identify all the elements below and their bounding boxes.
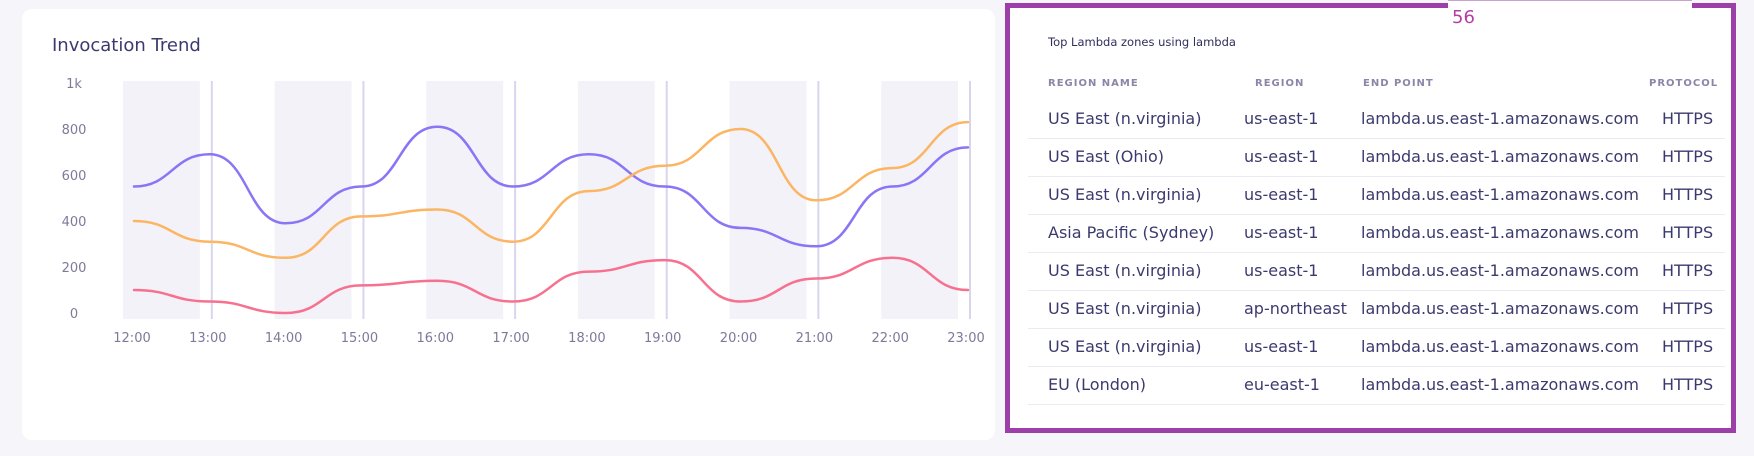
x-tick-label: 13:00 (189, 331, 226, 346)
cell-region: ap-northeast (1244, 299, 1347, 318)
cell-protocol: HTTPS (1662, 261, 1714, 280)
y-tick-label: 200 (62, 261, 87, 276)
lambda-zones-title: Top Lambda zones using lambda (1048, 35, 1236, 49)
y-tick-label: 400 (62, 215, 87, 230)
y-tick-label: 1k (66, 77, 82, 92)
table-row[interactable]: US East (n.virginia) us-east-1 lambda.us… (1028, 101, 1725, 139)
x-tick-label: 17:00 (492, 331, 529, 346)
table-row[interactable]: Asia Pacific (Sydney) us-east-1 lambda.u… (1028, 215, 1725, 253)
cell-end-point: lambda.us.east-1.amazonaws.com (1361, 147, 1639, 166)
x-tick-label: 18:00 (568, 331, 605, 346)
cell-end-point: lambda.us.east-1.amazonaws.com (1361, 299, 1639, 318)
zones-table-header: REGION NAME REGION END POINT PROTOCOL (1010, 78, 1731, 94)
cell-end-point: lambda.us.east-1.amazonaws.com (1361, 109, 1639, 128)
header-region: REGION (1255, 78, 1305, 89)
y-tick-label: 600 (62, 169, 87, 184)
header-protocol: PROTOCOL (1649, 78, 1719, 89)
cell-end-point: lambda.us.east-1.amazonaws.com (1361, 185, 1639, 204)
invocation-trend-card: Invocation Trend 0 200 400 600 800 1k 12:00 13… (22, 9, 995, 440)
cell-region: eu-east-1 (1244, 375, 1320, 394)
cell-end-point: lambda.us.east-1.amazonaws.com (1361, 261, 1639, 280)
series-line-1 (132, 125, 970, 248)
cell-region-name: EU (London) (1048, 375, 1147, 394)
cell-protocol: HTTPS (1662, 375, 1714, 394)
x-tick-label: 21:00 (796, 331, 833, 346)
table-row[interactable]: US East (n.virginia) us-east-1 lambda.us… (1028, 177, 1725, 215)
series-line-3 (132, 256, 970, 315)
count-badge: 56 (1448, 0, 1692, 30)
x-tick-label: 23:00 (947, 331, 984, 346)
chart-band (881, 81, 958, 319)
y-tick-label: 0 (70, 307, 78, 322)
cell-region-name: US East (n.virginia) (1048, 337, 1202, 356)
x-tick-label: 12:00 (113, 331, 150, 346)
table-row[interactable]: US East (n.virginia) ap-northeast lambda… (1028, 291, 1725, 329)
cell-protocol: HTTPS (1662, 185, 1714, 204)
x-tick-label: 15:00 (341, 331, 378, 346)
cell-end-point: lambda.us.east-1.amazonaws.com (1361, 337, 1639, 356)
x-tick-label: 16:00 (417, 331, 454, 346)
cell-end-point: lambda.us.east-1.amazonaws.com (1361, 223, 1639, 242)
table-row[interactable]: US East (Ohio) us-east-1 lambda.us.east-… (1028, 139, 1725, 177)
cell-region: us-east-1 (1244, 185, 1319, 204)
chart-band (729, 81, 807, 319)
invocation-trend-chart: 0 200 400 600 800 1k 12:00 13:00 14:00 15:00 16:0… (62, 77, 985, 346)
cell-end-point: lambda.us.east-1.amazonaws.com (1361, 375, 1639, 394)
chart-band (123, 81, 200, 319)
cell-protocol: HTTPS (1662, 109, 1714, 128)
chart-band (577, 81, 655, 319)
y-tick-label: 800 (62, 123, 87, 138)
cell-region: us-east-1 (1244, 147, 1319, 166)
x-tick-label: 22:00 (871, 331, 908, 346)
cell-region: us-east-1 (1244, 337, 1319, 356)
x-tick-label: 19:00 (644, 331, 681, 346)
cell-protocol: HTTPS (1662, 147, 1714, 166)
cell-region-name: US East (n.virginia) (1048, 109, 1202, 128)
cell-region-name: US East (n.virginia) (1048, 185, 1202, 204)
cell-protocol: HTTPS (1662, 299, 1714, 318)
cell-region: us-east-1 (1244, 223, 1319, 242)
table-row[interactable]: US East (n.virginia) us-east-1 lambda.us… (1028, 329, 1725, 367)
cell-region-name: US East (Ohio) (1048, 147, 1165, 166)
cell-region-name: US East (n.virginia) (1048, 261, 1202, 280)
series-line-2 (132, 120, 970, 260)
cell-region: us-east-1 (1244, 261, 1319, 280)
header-end-point: END POINT (1363, 78, 1434, 89)
header-region-name: REGION NAME (1048, 78, 1139, 89)
x-tick-label: 14:00 (265, 331, 302, 346)
chart-band (274, 81, 352, 319)
table-row[interactable]: EU (London) eu-east-1 lambda.us.east-1.a… (1028, 367, 1725, 405)
table-row[interactable]: US East (n.virginia) us-east-1 lambda.us… (1028, 253, 1725, 291)
cell-protocol: HTTPS (1662, 223, 1714, 242)
zones-table-body: US East (n.virginia) us-east-1 lambda.us… (1028, 101, 1725, 405)
invocation-trend-title: Invocation Trend (52, 35, 201, 56)
cell-region: us-east-1 (1244, 109, 1319, 128)
cell-region-name: Asia Pacific (Sydney) (1048, 223, 1215, 242)
lambda-zones-card: Top Lambda zones using lambda REGION NAM… (1005, 3, 1736, 433)
chart-band (426, 81, 504, 319)
cell-region-name: US East (n.virginia) (1048, 299, 1202, 318)
cell-protocol: HTTPS (1662, 337, 1714, 356)
x-tick-label: 20:00 (720, 331, 757, 346)
